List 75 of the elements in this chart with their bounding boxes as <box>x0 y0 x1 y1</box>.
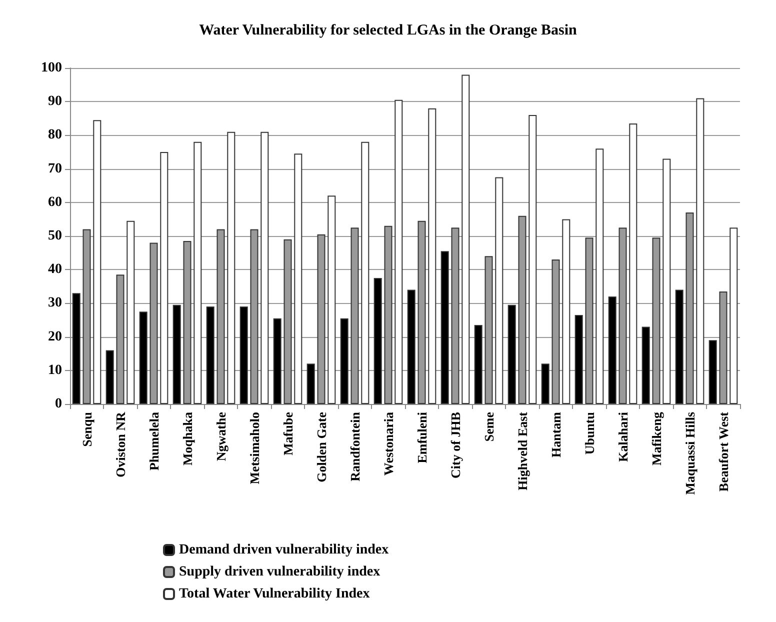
bar <box>440 251 449 404</box>
y-tick-label: 50 <box>48 228 62 244</box>
legend-label: Total Water Vulnerability Index <box>179 586 370 602</box>
bar <box>194 142 202 404</box>
bar <box>596 148 604 404</box>
bar <box>608 296 616 404</box>
bar <box>306 364 315 404</box>
x-tick-label: Golden Gate <box>314 412 329 482</box>
y-tick-label: 20 <box>48 329 62 344</box>
bar <box>541 364 550 404</box>
y-tick-label: 30 <box>48 296 62 311</box>
bar <box>240 306 248 404</box>
x-tick-label: Mafikeng <box>648 412 664 466</box>
bar <box>629 123 638 404</box>
y-tick-label: 10 <box>48 362 62 378</box>
bar <box>139 312 148 404</box>
x-tick-label: Oviston NR <box>112 411 128 478</box>
bar <box>93 120 102 404</box>
bar <box>428 108 436 404</box>
y-tick-label: 0 <box>55 396 62 412</box>
x-tick-label: Ubuntu <box>582 412 597 455</box>
bar <box>374 278 382 404</box>
bar <box>206 306 214 404</box>
bar <box>328 196 336 404</box>
bar <box>730 228 738 404</box>
y-tick-label: 60 <box>48 194 62 210</box>
y-tick-label: 40 <box>48 262 62 278</box>
bar <box>106 350 114 404</box>
x-tick-label: Maquassi Hills <box>682 412 698 495</box>
x-tick-label: Metsimaholo <box>246 412 262 484</box>
x-tick-label: Emfuleni <box>414 412 430 464</box>
bar <box>562 219 570 404</box>
chart-title: Water Vulnerability for selected LGAs in the Orange Basin <box>199 22 578 38</box>
x-tick-label: Seme <box>481 412 496 442</box>
x-tick-label: Highveld East <box>514 411 530 490</box>
bar <box>294 154 302 404</box>
legend-label: Supply driven vulnerability index <box>179 564 380 580</box>
y-tick-label: 100 <box>41 60 62 76</box>
x-tick-label: Kalahari <box>615 412 630 462</box>
bar <box>708 340 717 404</box>
bar <box>474 325 482 404</box>
bar <box>160 152 168 404</box>
x-tick-label: Senqu <box>79 412 94 447</box>
x-tick-label: Mafube <box>280 412 296 456</box>
bar <box>407 290 416 404</box>
bar <box>508 304 516 404</box>
bar <box>642 326 650 404</box>
bar <box>675 290 684 404</box>
bar <box>528 115 537 404</box>
bar <box>260 132 269 404</box>
bar <box>227 132 236 404</box>
bar <box>361 142 370 404</box>
bar <box>172 304 181 404</box>
x-tick-label: Hantam <box>548 412 564 458</box>
y-tick-label: 80 <box>48 128 62 143</box>
bar <box>273 318 282 404</box>
bar <box>72 293 80 404</box>
y-tick-label: 70 <box>48 161 62 176</box>
bar <box>394 100 403 404</box>
bar <box>696 98 704 404</box>
x-tick-label: Westonaria <box>380 412 396 476</box>
x-tick-label: Moqhaka <box>180 412 195 466</box>
bar <box>662 158 671 404</box>
bar <box>574 314 583 404</box>
x-tick-label: Ngwathe <box>213 412 228 462</box>
bar <box>126 220 135 404</box>
x-tick-label: Phumelela <box>146 412 162 470</box>
y-tick-label: 90 <box>48 94 62 110</box>
bar <box>462 74 470 404</box>
x-tick-label: Beaufort West <box>716 411 731 492</box>
bar <box>495 177 504 404</box>
legend-label: Demand driven vulnerability index <box>179 542 389 558</box>
x-tick-label: Randfontein <box>347 411 362 482</box>
x-tick-label: City of JHB <box>448 412 463 478</box>
bar <box>340 318 348 404</box>
